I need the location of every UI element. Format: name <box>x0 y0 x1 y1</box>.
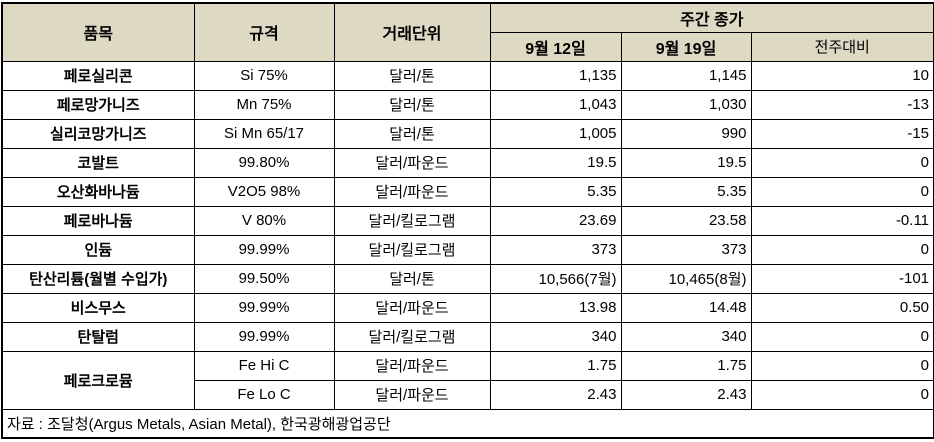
wow-change-cell: -15 <box>750 118 934 149</box>
price-sep12-cell: 13.98 <box>489 292 622 323</box>
unit-cell: 달러/톤 <box>333 60 491 91</box>
spec-cell: 99.50% <box>193 263 335 294</box>
price-sep12-cell: 373 <box>489 234 622 265</box>
price-sep12-cell: 1,135 <box>489 60 622 91</box>
header-row-2: 9월 12일 9월 19일 전주대비 <box>2 31 934 62</box>
source-note: 자료 : 조달청(Argus Metals, Asian Metal), 한국광… <box>1 408 934 439</box>
item-cell: 페로망가니즈 <box>1 89 195 120</box>
price-sep19-cell: 373 <box>620 234 752 265</box>
source-row: 자료 : 조달청(Argus Metals, Asian Metal), 한국광… <box>1 408 934 439</box>
price-sep19-cell: 14.48 <box>620 292 752 323</box>
price-sep19-cell: 2.43 <box>620 379 752 410</box>
unit-cell: 달러/킬로그램 <box>333 321 491 352</box>
price-sep12-cell: 19.5 <box>489 147 622 178</box>
unit-cell: 달러/파운드 <box>333 147 491 178</box>
price-sep12-cell: 2.43 <box>489 379 622 410</box>
table-row: 실리코망가니즈 Si Mn 65/17 달러/톤 1,005 990 -15 <box>1 118 934 149</box>
col-header-item: 품목 <box>1 2 195 62</box>
unit-cell: 달러/킬로그램 <box>333 234 491 265</box>
spec-cell: Mn 75% <box>193 89 335 120</box>
item-cell: 비스무스 <box>1 292 195 323</box>
table-row: 페로실리콘 Si 75% 달러/톤 1,135 1,145 10 <box>1 60 934 91</box>
item-cell: 오산화바나듐 <box>1 176 195 207</box>
wow-change-cell: 0 <box>750 350 934 381</box>
item-cell: 탄탈럼 <box>1 321 195 352</box>
price-sep12-cell: 23.69 <box>489 205 622 236</box>
price-sep12-cell: 5.35 <box>489 176 622 207</box>
item-cell: 인듐 <box>1 234 195 265</box>
price-sep19-cell: 23.58 <box>620 205 752 236</box>
table-row: 페로망가니즈 Mn 75% 달러/톤 1,043 1,030 -13 <box>1 89 934 120</box>
price-sep12-cell: 340 <box>489 321 622 352</box>
spec-cell: Si 75% <box>193 60 335 91</box>
unit-cell: 달러/파운드 <box>333 350 491 381</box>
price-sep12-cell: 1,005 <box>489 118 622 149</box>
table-row: 탄산리튬(월별 수입가) 99.50% 달러/톤 10,566(7월) 10,4… <box>1 263 934 294</box>
unit-cell: 달러/킬로그램 <box>333 205 491 236</box>
wow-change-cell: 0 <box>750 234 934 265</box>
price-sep19-cell: 19.5 <box>620 147 752 178</box>
item-cell: 코발트 <box>1 147 195 178</box>
table-row: 페로바나듐 V 80% 달러/킬로그램 23.69 23.58 -0.11 <box>1 205 934 236</box>
header-row-1: 품목 규격 거래단위 주간 종가 <box>1 2 934 62</box>
price-sep12-cell: 1.75 <box>489 350 622 381</box>
table-row: 페로크로뮴 Fe Hi C 달러/파운드 1.75 1.75 0 <box>1 350 934 410</box>
spec-cell: V2O5 98% <box>193 176 335 207</box>
wow-change-cell: -13 <box>750 89 934 120</box>
wow-change-cell: -0.11 <box>750 205 934 236</box>
item-cell: 페로크로뮴 <box>1 350 195 410</box>
unit-cell: 달러/톤 <box>333 263 491 294</box>
item-cell: 실리코망가니즈 <box>1 118 195 149</box>
col-header-date1: 9월 12일 <box>489 31 622 62</box>
wow-change-cell: 0 <box>750 176 934 207</box>
spec-cell: 99.99% <box>193 234 335 265</box>
price-sep19-cell: 340 <box>620 321 752 352</box>
spec-cell: V 80% <box>193 205 335 236</box>
price-sep19-cell: 990 <box>620 118 752 149</box>
spec-cell: 99.99% <box>193 292 335 323</box>
price-sep19-cell: 5.35 <box>620 176 752 207</box>
table-row: 인듐 99.99% 달러/킬로그램 373 373 0 <box>1 234 934 265</box>
price-sep12-cell: 1,043 <box>489 89 622 120</box>
spec-cell: Fe Hi C <box>193 350 335 381</box>
wow-change-cell: 0 <box>750 379 934 410</box>
price-sep19-cell: 1,030 <box>620 89 752 120</box>
spec-cell: Fe Lo C <box>193 379 335 410</box>
col-header-unit: 거래단위 <box>333 2 491 62</box>
col-header-wow: 전주대비 <box>750 31 934 62</box>
price-sep19-cell: 1.75 <box>620 350 752 381</box>
spec-cell: 99.99% <box>193 321 335 352</box>
table-row: 비스무스 99.99% 달러/파운드 13.98 14.48 0.50 <box>1 292 934 323</box>
unit-cell: 달러/파운드 <box>333 379 491 410</box>
spec-cell: Si Mn 65/17 <box>193 118 335 149</box>
price-sep19-cell: 1,145 <box>620 60 752 91</box>
col-header-weekly-close: 주간 종가 <box>489 2 934 33</box>
table-row: 오산화바나듐 V2O5 98% 달러/파운드 5.35 5.35 0 <box>1 176 934 207</box>
table-row: Fe Lo C 달러/파운드 2.43 2.43 0 <box>2 379 934 410</box>
wow-change-cell: 0 <box>750 321 934 352</box>
spec-cell: 99.80% <box>193 147 335 178</box>
wow-change-cell: -101 <box>750 263 934 294</box>
col-header-spec: 규격 <box>193 2 335 62</box>
table-row: 탄탈럼 99.99% 달러/킬로그램 340 340 0 <box>1 321 934 352</box>
wow-change-cell: 0.50 <box>750 292 934 323</box>
price-sep19-cell: 10,465(8월) <box>620 263 752 294</box>
table-row: 코발트 99.80% 달러/파운드 19.5 19.5 0 <box>1 147 934 178</box>
unit-cell: 달러/톤 <box>333 118 491 149</box>
unit-cell: 달러/파운드 <box>333 292 491 323</box>
item-cell: 페로바나듐 <box>1 205 195 236</box>
wow-change-cell: 10 <box>750 60 934 91</box>
wow-change-cell: 0 <box>750 147 934 178</box>
unit-cell: 달러/톤 <box>333 89 491 120</box>
price-sep12-cell: 10,566(7월) <box>489 263 622 294</box>
item-cell: 탄산리튬(월별 수입가) <box>1 263 195 294</box>
unit-cell: 달러/파운드 <box>333 176 491 207</box>
col-header-date2: 9월 19일 <box>620 31 752 62</box>
item-cell: 페로실리콘 <box>1 60 195 91</box>
